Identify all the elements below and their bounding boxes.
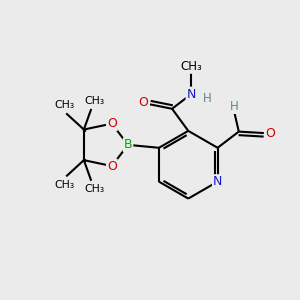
Text: O: O xyxy=(139,96,148,110)
Text: CH₃: CH₃ xyxy=(55,100,75,110)
Text: CH₃: CH₃ xyxy=(180,60,202,73)
Text: CH₃: CH₃ xyxy=(84,184,104,194)
Text: O: O xyxy=(266,127,275,140)
Text: H: H xyxy=(230,100,239,113)
Text: N: N xyxy=(213,175,222,188)
Text: CH₃: CH₃ xyxy=(55,180,75,190)
Text: CH₃: CH₃ xyxy=(84,96,104,106)
Text: O: O xyxy=(107,160,117,172)
Text: H: H xyxy=(203,92,212,105)
Text: N: N xyxy=(187,88,196,100)
Text: O: O xyxy=(107,117,117,130)
Text: B: B xyxy=(124,138,132,151)
